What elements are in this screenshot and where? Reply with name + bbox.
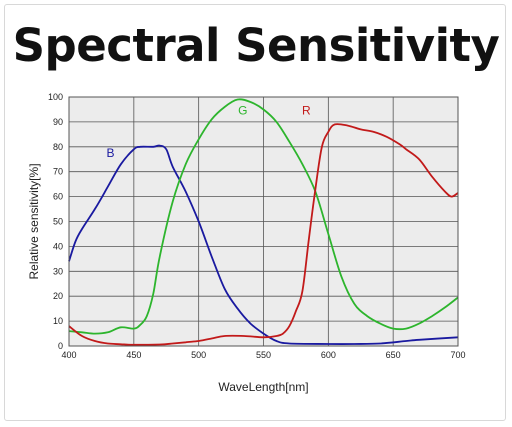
series-line-r — [68, 123, 459, 346]
series-label-r: R — [302, 103, 311, 117]
y-axis-label: Relative sensitivity[%] — [27, 163, 41, 279]
chart-frame — [4, 4, 506, 421]
y-tick-label: 10 — [53, 316, 63, 326]
y-tick-label: 80 — [53, 142, 63, 152]
y-tick-label: 50 — [53, 217, 63, 227]
x-tick-label: 550 — [256, 350, 271, 360]
x-tick-label: 500 — [191, 350, 206, 360]
y-tick-label: 20 — [53, 291, 63, 301]
series-group: B G R — [68, 98, 459, 346]
x-tick-label: 400 — [61, 350, 76, 360]
y-tick-label: 30 — [53, 266, 63, 276]
y-tick-label: 100 — [48, 92, 63, 102]
x-tick-label: 600 — [321, 350, 336, 360]
series-line-g — [68, 98, 459, 335]
chart-title: Spectral Sensitivity — [12, 19, 500, 72]
x-axis-label: WaveLength[nm] — [218, 380, 308, 394]
y-tick-label: 0 — [58, 341, 63, 351]
y-tick-label: 90 — [53, 117, 63, 127]
series-line-b — [68, 144, 459, 345]
tick-labels: 400 450 500 550 600 650 700 0 10 20 30 40 50 60 70 80 90… — [48, 92, 466, 360]
y-tick-label: 60 — [53, 192, 63, 202]
series-label-g: G — [238, 103, 247, 117]
series-label-b: B — [106, 146, 114, 160]
y-tick-label: 70 — [53, 167, 63, 177]
x-tick-label: 700 — [450, 350, 465, 360]
x-tick-label: 450 — [126, 350, 141, 360]
plot-border — [68, 96, 459, 347]
y-tick-label: 40 — [53, 241, 63, 251]
x-tick-label: 650 — [386, 350, 401, 360]
